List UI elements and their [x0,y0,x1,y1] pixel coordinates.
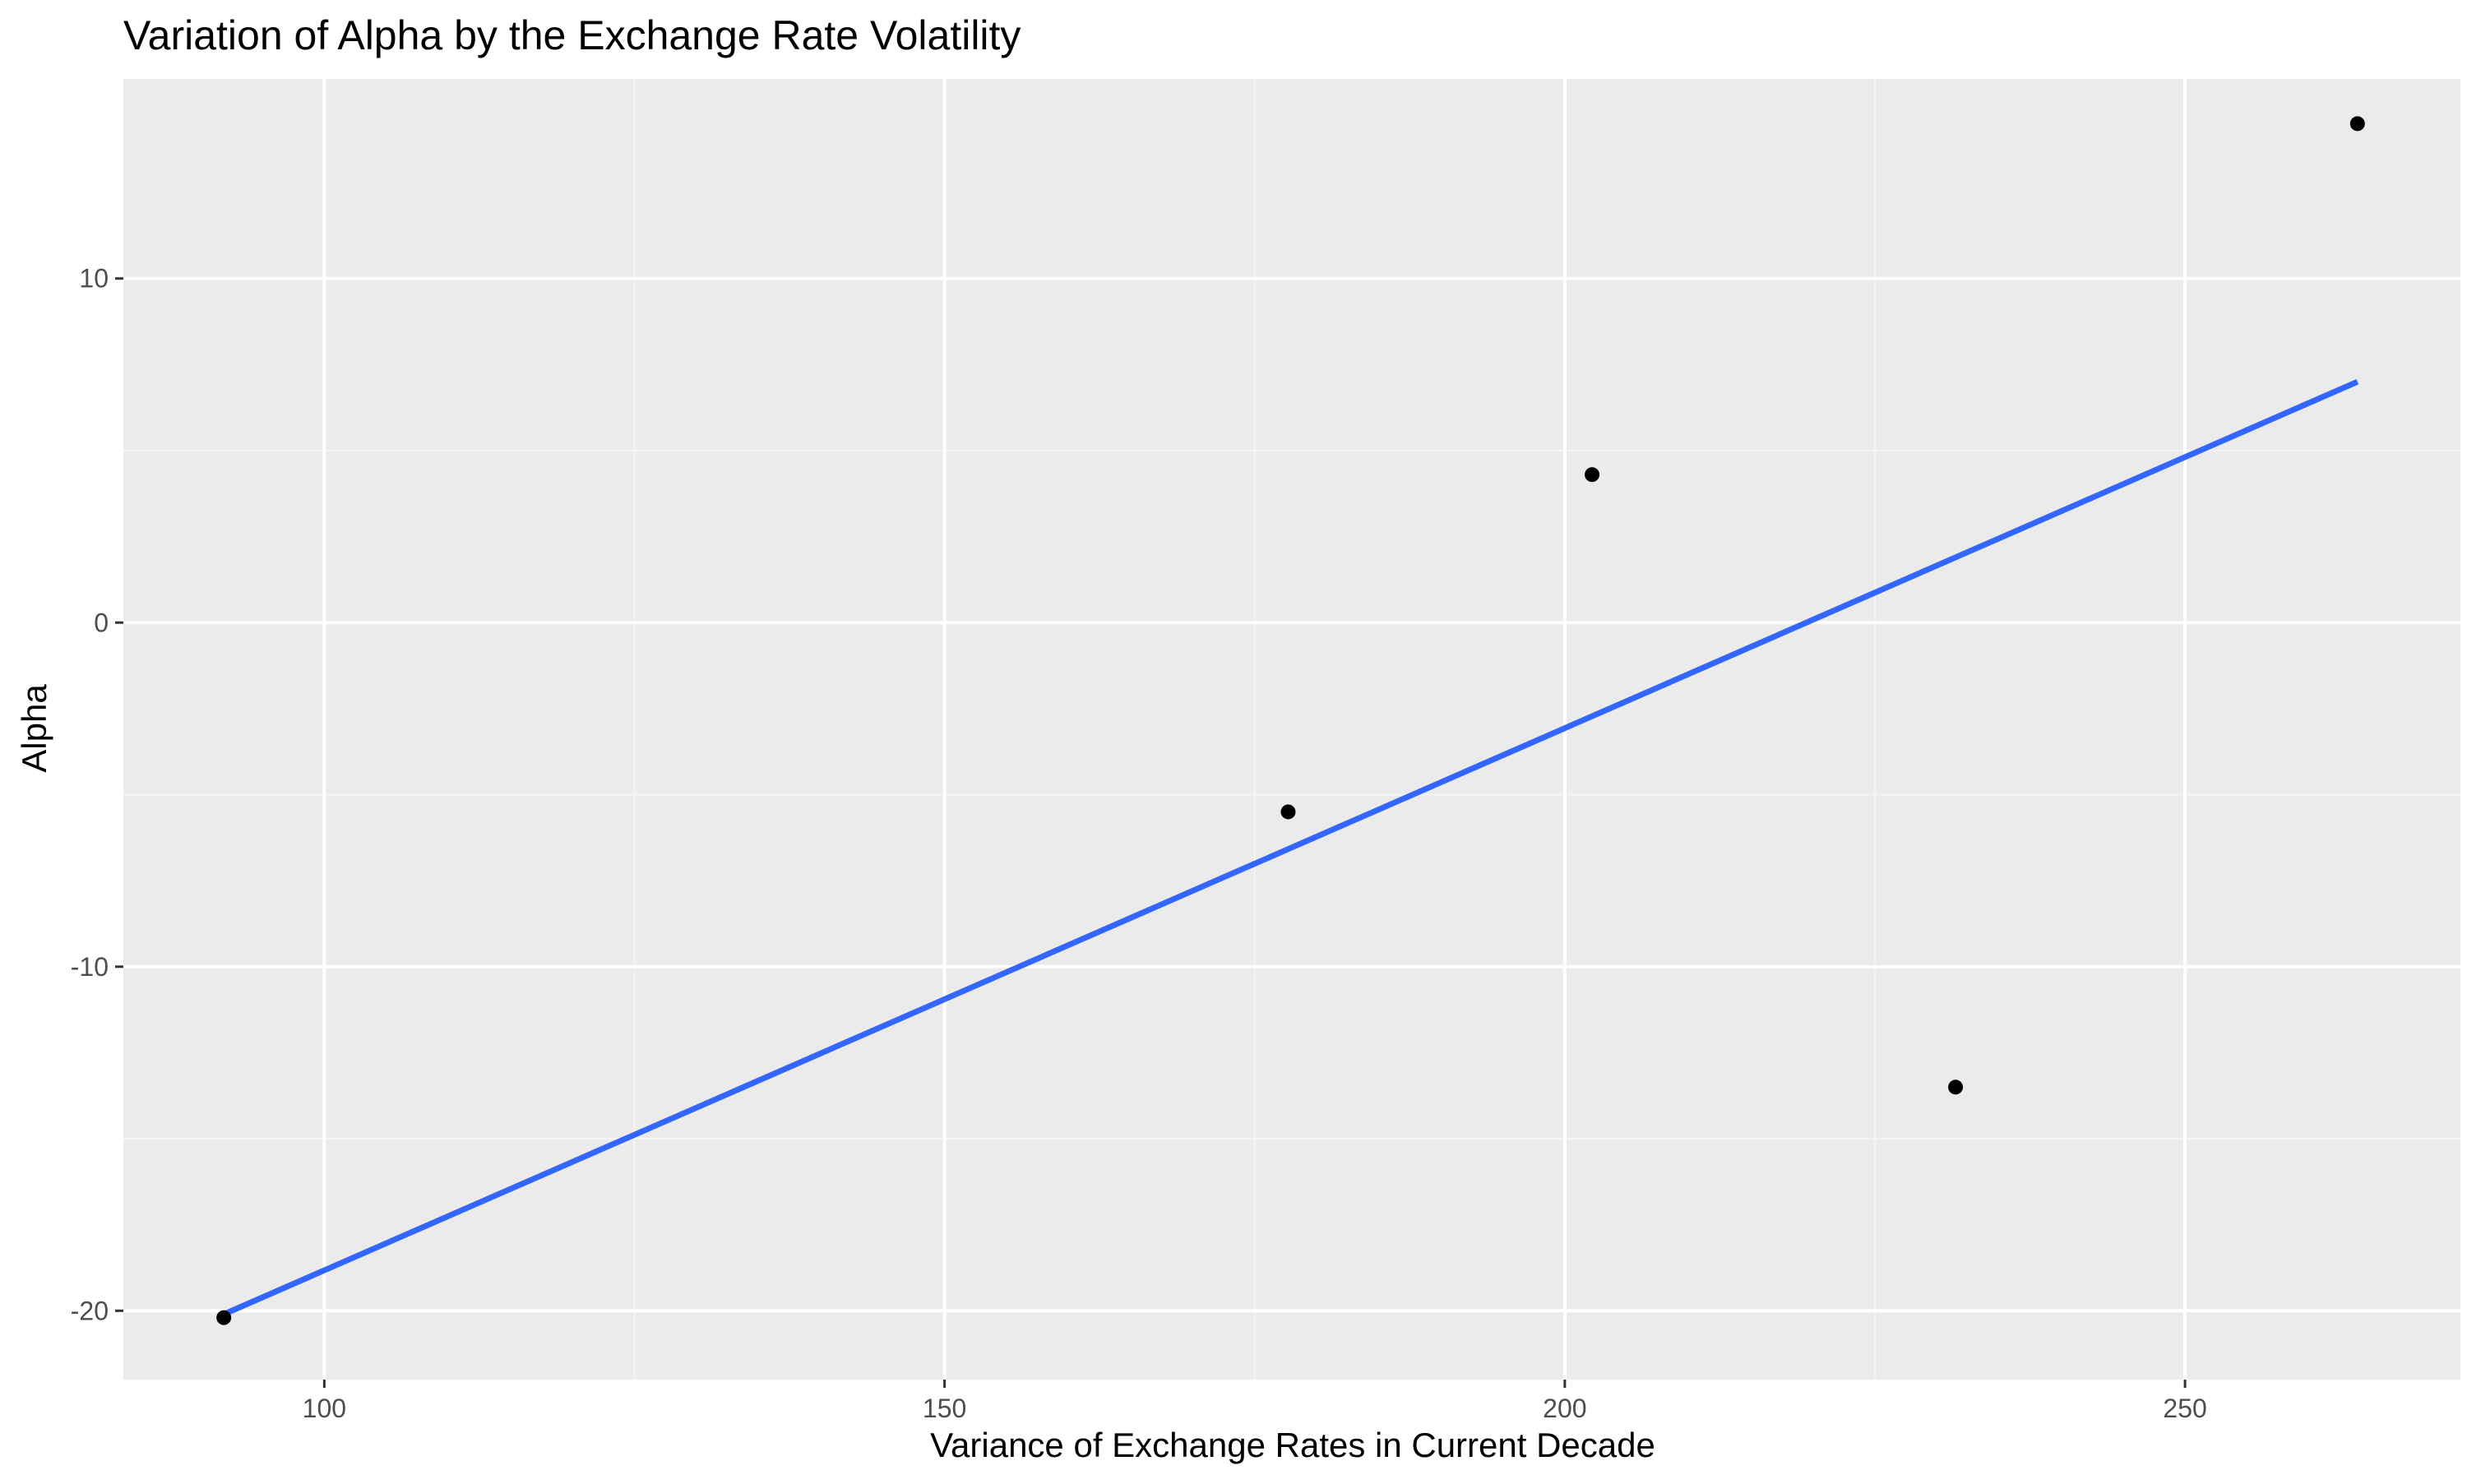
y-tick-label: 0 [94,608,109,637]
y-tick-label: -10 [71,952,109,982]
data-layer [216,116,2365,1325]
x-tick-label: 150 [923,1394,966,1423]
x-axis: 100 150 200 250 [303,1380,2207,1423]
scatter-point [1948,1079,1964,1095]
x-tick-label: 100 [303,1394,346,1423]
trend-line [222,379,2359,1317]
x-tick-label: 250 [2163,1394,2206,1423]
y-axis-label: Alpha [15,684,53,773]
x-axis-label: Variance of Exchange Rates in Current De… [930,1426,1655,1464]
y-tick-label: 10 [79,264,109,294]
scatter-point [216,1310,232,1325]
x-tick-label: 200 [1543,1394,1586,1423]
plot-panel [123,79,2460,1380]
chart-title: Variation of Alpha by the Exchange Rate … [123,12,1021,58]
y-axis: -20 -10 0 10 [71,264,123,1325]
minor-gridlines [123,79,2460,1380]
major-gridlines [123,79,2460,1380]
y-tick-label: -20 [71,1296,109,1325]
scatter-point [1280,804,1296,820]
scatter-point [1585,467,1600,483]
scatter-point [2349,116,2365,132]
